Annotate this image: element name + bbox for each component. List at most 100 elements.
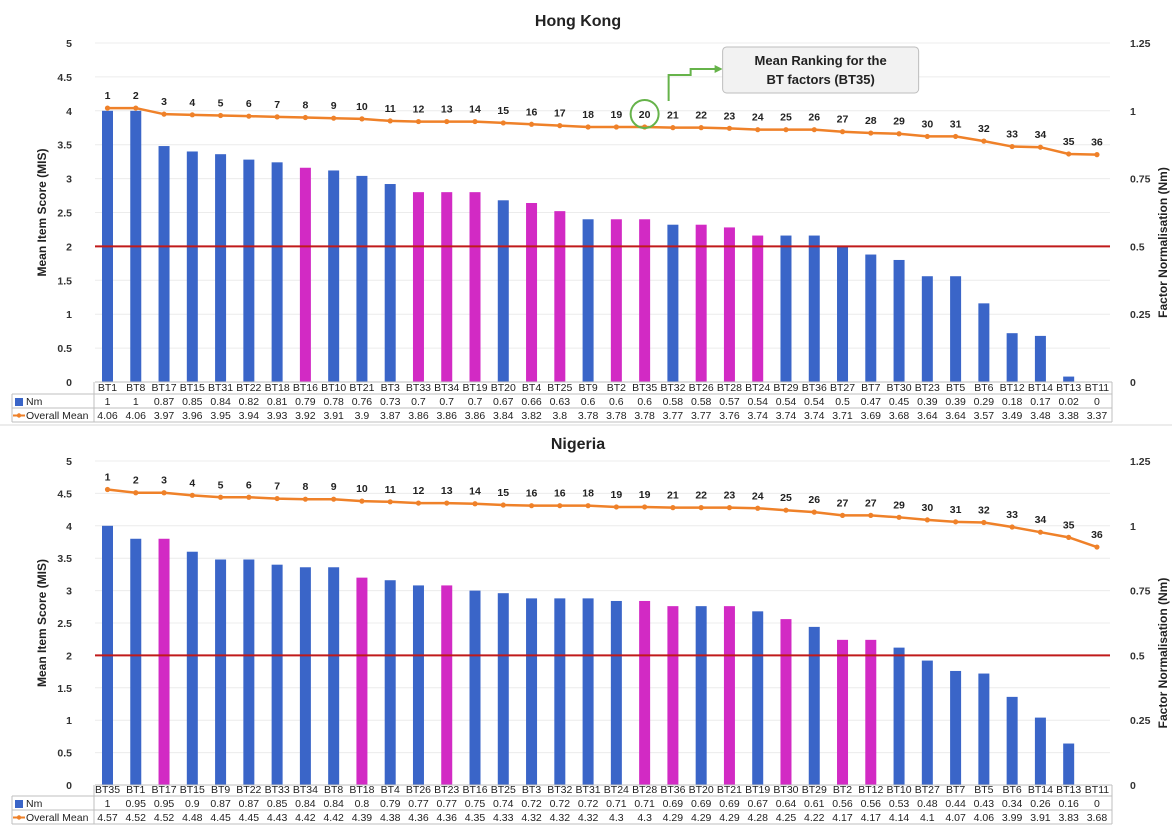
- overall-mean-value: 3.84: [493, 410, 514, 422]
- rank-label: 30: [921, 118, 933, 130]
- x-tick-label: BT5: [974, 784, 993, 796]
- x-tick-label: BT26: [406, 784, 431, 796]
- overall-mean-value: 4.42: [295, 812, 316, 824]
- overall-mean-point: [557, 503, 563, 509]
- overall-mean-point: [472, 118, 478, 125]
- bar-BT3: [384, 184, 396, 382]
- nm-value: 0.69: [719, 798, 740, 810]
- x-tick-label: BT28: [717, 382, 742, 394]
- bar-BT13: [1063, 376, 1075, 382]
- overall-mean-point: [726, 505, 733, 511]
- x-tick-label: BT14: [1028, 784, 1053, 796]
- rank-label: 9: [331, 481, 337, 493]
- rank-label: 13: [441, 485, 453, 497]
- nm-value: 0.72: [578, 798, 599, 810]
- overall-mean-value: 3.68: [1087, 812, 1108, 824]
- nm-value: 0.29: [974, 396, 995, 408]
- overall-mean-value: 4.22: [804, 812, 825, 824]
- overall-mean-point: [1066, 534, 1072, 540]
- bar-BT21: [723, 606, 735, 785]
- bar-BT33: [412, 192, 424, 382]
- overall-mean-point: [415, 118, 422, 125]
- overall-mean-value: 3.64: [945, 410, 966, 422]
- legend-nm-label: Nm: [26, 396, 43, 408]
- rank-label: 26: [808, 112, 820, 124]
- rank-label: 3: [161, 96, 167, 108]
- bar-BT20: [497, 200, 509, 382]
- overall-mean-point: [331, 115, 337, 121]
- y2-tick-label: 1: [1130, 106, 1136, 118]
- overall-mean-value: 4.14: [889, 812, 910, 824]
- x-tick-label: BT36: [802, 382, 827, 394]
- bar-BT28: [723, 227, 735, 382]
- x-tick-label: BT12: [858, 784, 883, 796]
- bar-BT18: [356, 577, 368, 785]
- nm-value: 0.45: [889, 396, 910, 408]
- overall-mean-value: 3.87: [380, 410, 401, 422]
- nm-value: 0.74: [493, 798, 514, 810]
- x-tick-label: BT35: [632, 382, 657, 394]
- overall-mean-value: 3.74: [747, 410, 768, 422]
- rank-label: 6: [246, 479, 252, 491]
- rank-label: 12: [413, 104, 425, 116]
- nm-value: 0.67: [747, 798, 768, 810]
- y-tick-label: 2.5: [57, 208, 72, 220]
- overall-mean-point: [246, 494, 252, 500]
- rank-label: 27: [837, 497, 849, 509]
- rank-label: 8: [302, 481, 308, 493]
- bar-BT8: [328, 567, 340, 785]
- nm-value: 0.67: [493, 396, 514, 408]
- overall-mean-value: 3.95: [210, 410, 231, 422]
- y-tick-label: 3.5: [57, 140, 72, 152]
- x-tick-label: BT13: [1056, 382, 1081, 394]
- rank-label: 7: [274, 99, 280, 111]
- x-tick-label: BT25: [491, 784, 516, 796]
- x-tick-label: BT8: [324, 784, 343, 796]
- x-tick-label: BT24: [745, 382, 770, 394]
- overall-mean-point: [387, 499, 393, 505]
- x-tick-label: BT28: [632, 784, 657, 796]
- overall-mean-point: [161, 111, 167, 117]
- nm-value: 0.48: [917, 798, 938, 810]
- x-tick-label: BT26: [689, 382, 714, 394]
- bar-BT2: [837, 639, 849, 785]
- rank-label: 36: [1091, 137, 1103, 149]
- rank-label: 5: [218, 479, 224, 491]
- x-tick-label: BT12: [1000, 382, 1025, 394]
- overall-mean-point: [924, 133, 930, 140]
- nm-value: 0.17: [1030, 396, 1051, 408]
- x-tick-label: BT10: [887, 784, 912, 796]
- x-tick-label: BT8: [126, 382, 145, 394]
- bar-BT31: [582, 598, 594, 785]
- bar-BT14: [1034, 335, 1046, 382]
- rank-label: 28: [865, 115, 877, 127]
- nm-value: 0: [1094, 798, 1100, 810]
- y2-tick-label: 1: [1130, 521, 1136, 533]
- legend-nm-label: Nm: [26, 798, 43, 810]
- bar-BT7: [865, 254, 877, 382]
- rank-label: 21: [667, 110, 679, 122]
- x-tick-label: BT27: [915, 784, 940, 796]
- nm-value: 0.61: [804, 798, 825, 810]
- nm-value: 0.6: [581, 396, 596, 408]
- nm-value: 0.39: [945, 396, 966, 408]
- y-tick-label: 3.5: [57, 553, 72, 565]
- rank-label: 1: [105, 90, 111, 102]
- overall-mean-value: 3.83: [1058, 812, 1079, 824]
- chart-title: Hong Kong: [535, 13, 621, 30]
- y-tick-label: 0: [66, 780, 72, 792]
- rank-label: 35: [1063, 519, 1075, 531]
- x-tick-label: BT29: [773, 382, 798, 394]
- overall-mean-point: [133, 490, 139, 496]
- overall-mean-value: 3.92: [295, 410, 316, 422]
- overall-mean-point: [528, 121, 535, 127]
- overall-mean-point: [133, 105, 139, 111]
- y-tick-label: 5: [66, 38, 72, 50]
- y2-axis-title: Factor Normalisation (Nm): [1156, 578, 1170, 729]
- nm-value: 0.69: [691, 798, 712, 810]
- x-tick-label: BT31: [576, 784, 601, 796]
- nm-value: 0.84: [323, 798, 344, 810]
- overall-mean-point: [557, 123, 563, 129]
- nm-value: 0.82: [239, 396, 260, 408]
- x-tick-label: BT33: [265, 784, 290, 796]
